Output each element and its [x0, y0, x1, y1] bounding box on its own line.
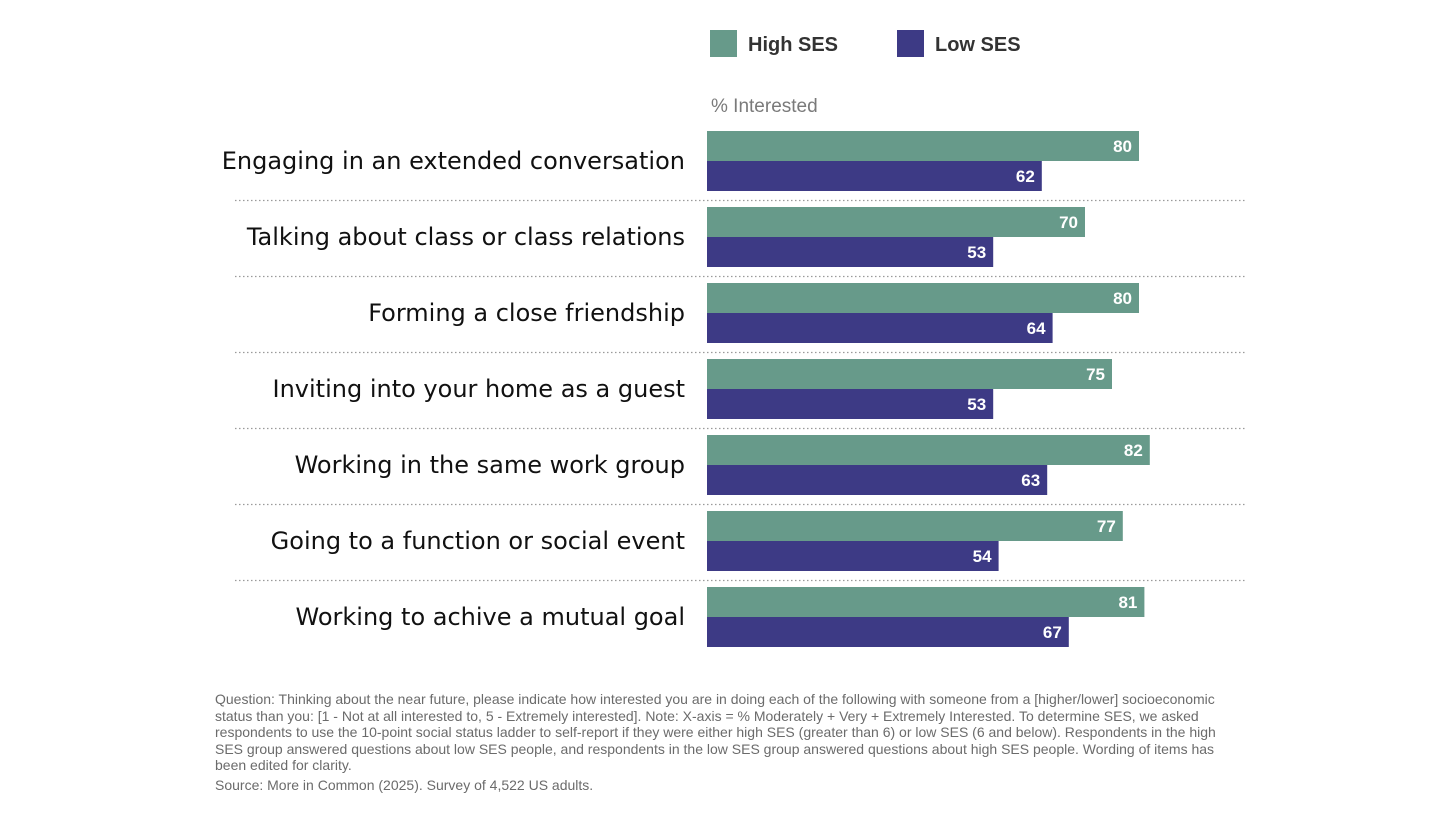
high-ses-value-label: 81: [1118, 593, 1137, 612]
category-label: Inviting into your home as a guest: [273, 375, 685, 403]
high-ses-value-label: 82: [1124, 441, 1143, 460]
chart-rows: Engaging in an extended conversation 80 62…: [222, 131, 1246, 647]
low-ses-value-label: 63: [1021, 471, 1040, 490]
high-ses-value-label: 77: [1097, 517, 1116, 536]
category-label: Engaging in an extended conversation: [222, 147, 685, 175]
high-ses-value-label: 70: [1059, 213, 1078, 232]
footnote-question: Question: Thinking about the near future…: [215, 691, 1216, 773]
low-ses-bar: [707, 389, 994, 419]
high-ses-value-label: 75: [1086, 365, 1105, 384]
low-ses-bar: [707, 161, 1042, 191]
high-ses-bar: [707, 587, 1145, 617]
low-ses-value-label: 64: [1027, 319, 1046, 338]
low-ses-bar: [707, 237, 994, 267]
high-ses-bar: [707, 283, 1139, 313]
high-ses-value-label: 80: [1113, 137, 1132, 156]
low-ses-value-label: 67: [1043, 623, 1062, 642]
category-label: Working in the same work group: [295, 451, 685, 479]
category-label: Going to a function or social event: [271, 527, 685, 555]
category-label: Forming a close friendship: [368, 299, 685, 327]
legend-swatch-high-ses: [710, 30, 737, 57]
high-ses-bar: [707, 435, 1150, 465]
low-ses-bar: [707, 313, 1053, 343]
low-ses-value-label: 53: [967, 395, 986, 414]
high-ses-value-label: 80: [1113, 289, 1132, 308]
low-ses-bar: [707, 541, 999, 571]
footnote-source: Source: More in Common (2025). Survey of…: [215, 777, 594, 793]
legend: High SES Low SES: [710, 30, 1021, 57]
legend-swatch-low-ses: [897, 30, 924, 57]
high-ses-bar: [707, 207, 1085, 237]
high-ses-bar: [707, 131, 1139, 161]
low-ses-value-label: 53: [967, 243, 986, 262]
low-ses-bar: [707, 617, 1069, 647]
category-label: Talking about class or class relations: [246, 223, 685, 251]
low-ses-bar: [707, 465, 1048, 495]
legend-label-high-ses: High SES: [748, 34, 838, 56]
bar-chart: High SES Low SES % Interested Engaging in…: [222, 30, 1246, 647]
legend-label-low-ses: Low SES: [935, 34, 1021, 56]
high-ses-bar: [707, 511, 1123, 541]
high-ses-bar: [707, 359, 1112, 389]
category-label: Working to achive a mutual goal: [296, 603, 685, 631]
axis-label: % Interested: [711, 96, 818, 117]
low-ses-value-label: 54: [973, 547, 992, 566]
low-ses-value-label: 62: [1016, 167, 1035, 186]
